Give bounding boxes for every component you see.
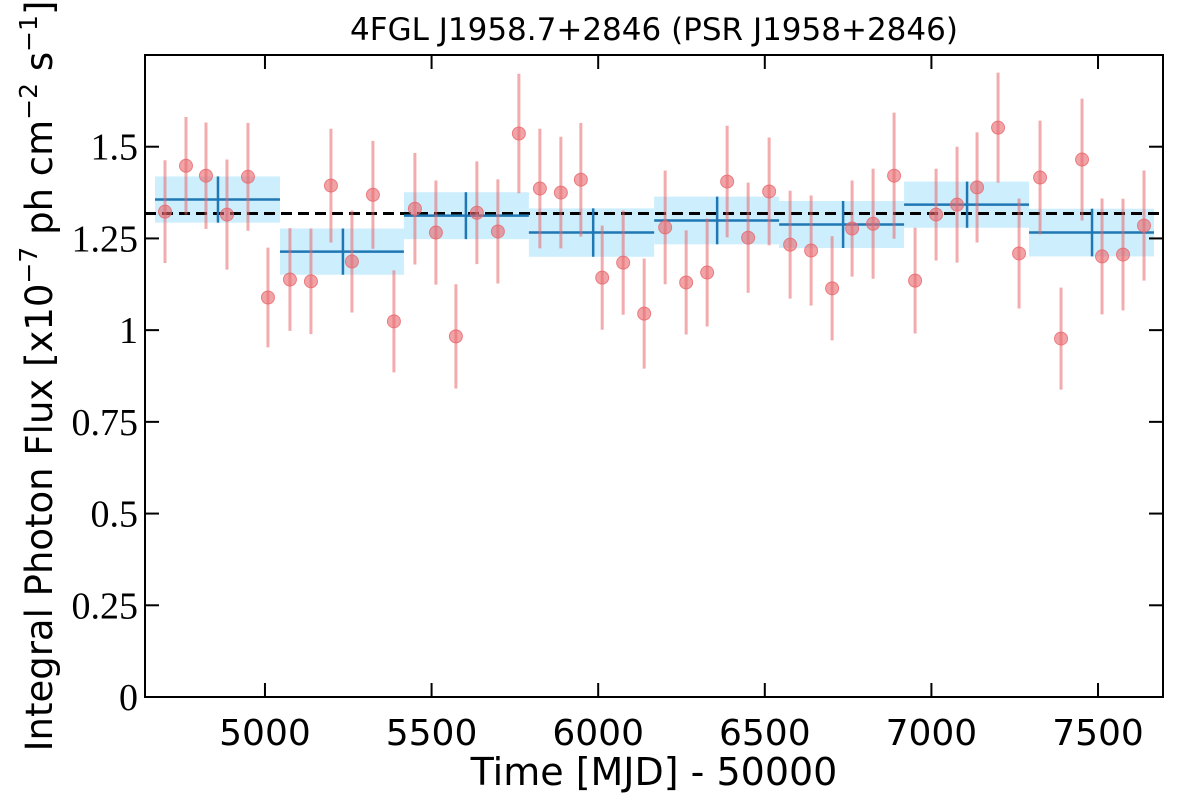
x-tick-label: 5000	[219, 713, 311, 754]
y-tick-label: 1	[119, 310, 138, 352]
y-tick-label: 0.25	[72, 585, 139, 627]
y-label-part: Integral Photon Flux [x10	[18, 284, 61, 752]
y-label-part: s	[18, 52, 61, 83]
data-point	[1054, 331, 1069, 346]
x-tick-label: 6000	[552, 713, 644, 754]
data-point	[991, 120, 1006, 135]
data-point	[469, 205, 484, 220]
data-point	[386, 314, 401, 329]
y-label-part: ph cm	[18, 120, 61, 247]
data-point	[637, 306, 652, 321]
data-point	[448, 329, 463, 344]
y-label-superscript: −7	[14, 247, 43, 284]
data-point	[741, 230, 756, 245]
x-tick-label: 7000	[886, 713, 978, 754]
data-point	[365, 187, 380, 202]
data-point	[804, 243, 819, 258]
y-label-superscript: −1	[14, 15, 43, 52]
data-point	[1075, 152, 1090, 167]
y-label-superscript: −2	[14, 83, 43, 120]
data-point	[1137, 218, 1152, 233]
data-point	[720, 174, 735, 189]
chart-title: 4FGL J1958.7+2846 (PSR J1958+2846)	[350, 12, 958, 48]
data-point	[1012, 246, 1027, 261]
data-point	[532, 181, 547, 196]
data-point	[157, 204, 172, 219]
data-point	[1033, 170, 1048, 185]
data-point	[260, 290, 275, 305]
y-tick-label: 0	[119, 677, 138, 719]
data-point	[490, 224, 505, 239]
data-point	[970, 180, 985, 195]
y-tick-label: 0.75	[72, 402, 139, 444]
data-point	[198, 168, 213, 183]
data-point	[845, 221, 860, 236]
y-tick-label: 0.5	[91, 494, 139, 536]
data-point	[303, 274, 318, 289]
data-point	[929, 207, 944, 222]
data-point	[323, 178, 338, 193]
data-point	[407, 201, 422, 216]
x-tick-label: 7500	[1052, 713, 1144, 754]
data-point	[950, 197, 965, 212]
data-point	[219, 207, 234, 222]
data-point	[240, 169, 255, 184]
data-point	[762, 184, 777, 199]
data-point	[344, 254, 359, 269]
data-point	[887, 168, 902, 183]
y-tick-label: 1.5	[91, 127, 139, 169]
data-point	[573, 172, 588, 187]
data-point	[595, 270, 610, 285]
data-point	[658, 220, 673, 235]
y-tick-label: 1.25	[72, 218, 139, 260]
data-point	[1095, 249, 1110, 264]
data-point	[1116, 247, 1131, 262]
data-point	[553, 185, 568, 200]
data-point	[511, 126, 526, 141]
data-point	[908, 273, 923, 288]
data-point	[783, 237, 798, 252]
y-label-part: ]	[18, 1, 61, 15]
x-tick-label: 6500	[719, 713, 811, 754]
plot-frame	[144, 54, 1164, 698]
data-point	[825, 281, 840, 296]
data-point	[866, 216, 881, 231]
data-point	[428, 225, 443, 240]
data-point	[282, 272, 297, 287]
data-point	[616, 255, 631, 270]
data-point	[679, 275, 694, 290]
data-point	[700, 265, 715, 280]
x-axis-label: Time [MJD] - 50000	[470, 750, 838, 794]
data-point	[178, 158, 193, 173]
x-tick-label: 5500	[386, 713, 478, 754]
y-axis-label: Integral Photon Flux [x10−7 ph cm−2 s−1]	[14, 1, 61, 752]
